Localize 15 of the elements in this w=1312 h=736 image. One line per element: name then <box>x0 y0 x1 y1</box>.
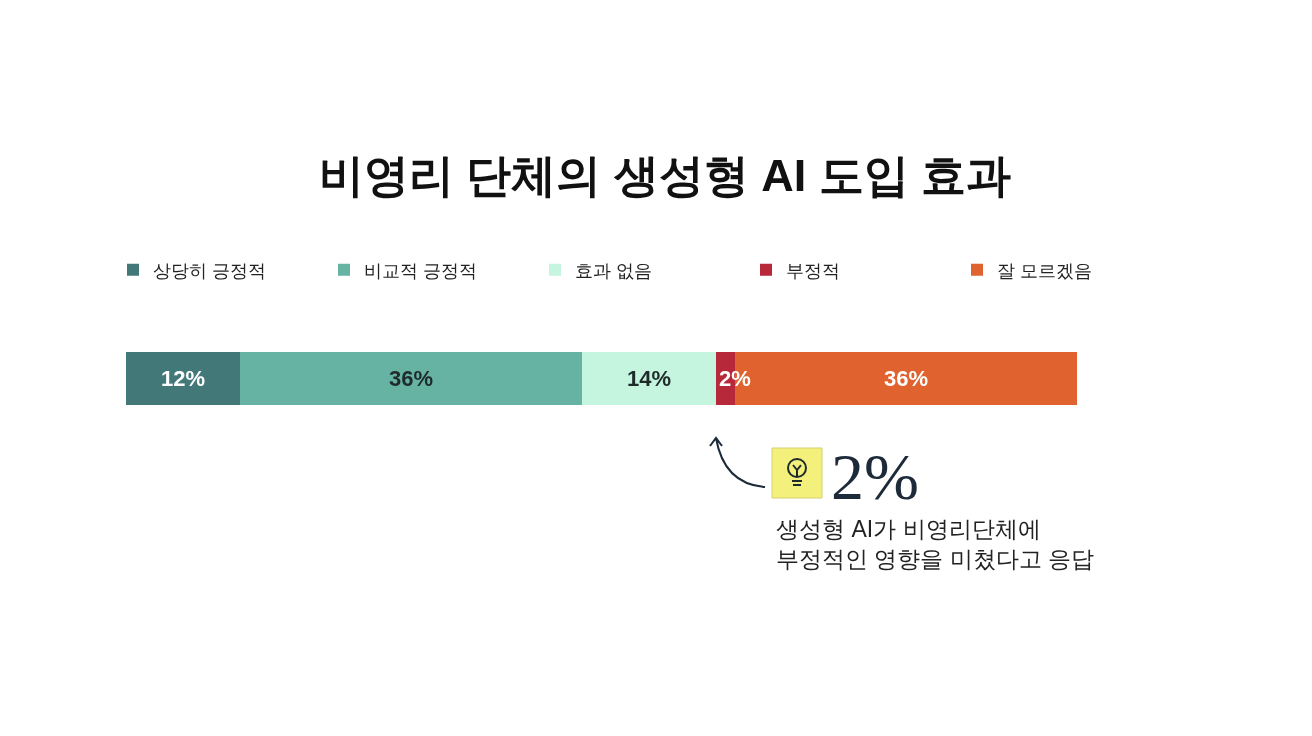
legend-label: 잘 모르겠음 <box>997 260 1093 281</box>
legend-label: 상당히 긍정적 <box>153 260 267 281</box>
legend-label: 효과 없음 <box>575 260 653 281</box>
chart-title: 비영리 단체의 생성형 AI 도입 효과 <box>318 149 1012 201</box>
bar <box>582 352 716 405</box>
legend-label: 비교적 긍정적 <box>364 260 478 281</box>
text: 생성형 AI가 비영리단체에 부정적인 영향을 미쳤다고 응답 <box>776 516 1095 572</box>
data-label: 2% <box>719 366 751 391</box>
bar <box>126 352 240 405</box>
data-label: 36% <box>883 366 929 391</box>
text: 2% <box>831 440 919 513</box>
data-label: 36% <box>388 366 434 391</box>
data-label: 12% <box>160 366 206 391</box>
legend-label: 부정적 <box>786 260 840 281</box>
data-label: 14% <box>626 366 672 391</box>
